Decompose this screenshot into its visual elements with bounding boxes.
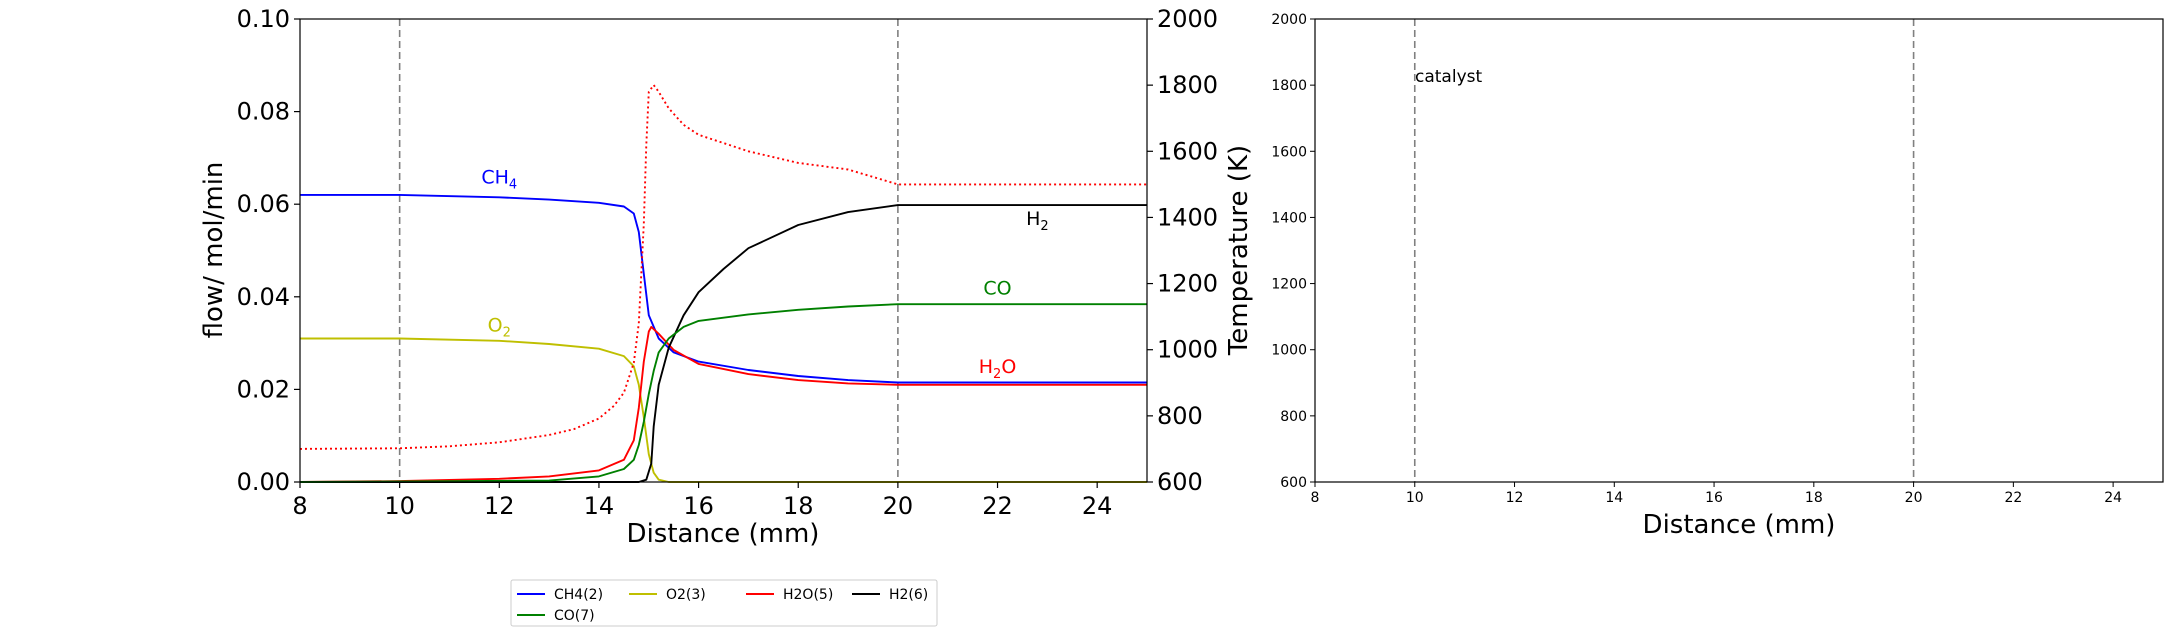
y-tick-label: 1600 — [1271, 144, 1307, 160]
y-tick-label: 600 — [1280, 475, 1307, 491]
x-tick-label: 20 — [1905, 490, 1923, 506]
flow-plot-frame — [299, 18, 1148, 483]
catalyst-x-axis-label: Distance (mm) — [1643, 510, 1836, 540]
y-tick-label: 2000 — [1271, 12, 1307, 28]
catalyst-plot-frame — [1314, 18, 2164, 483]
y2-tick-label: 800 — [1157, 402, 1203, 430]
y-tick-label: 1800 — [1271, 78, 1307, 94]
x-tick-label: 10 — [384, 492, 415, 520]
x-tick-label: 16 — [1705, 490, 1723, 506]
catalyst-annotation: catalyst — [1415, 67, 1482, 87]
y2-tick-label: 600 — [1157, 468, 1203, 496]
x-tick-label: 18 — [1805, 490, 1823, 506]
catalyst-chart: 8 10 12 14 16 18 20 22 24 600 800 1000 1200 1400 1600… — [1271, 12, 2164, 540]
legend: CH4(2) O2(3) H2O(5) H2(6) CO(7) — [510, 579, 938, 627]
temperature-y-axis-label: Temperature (K) — [1224, 145, 1254, 356]
species-label-co: CO — [983, 277, 1011, 299]
species-label-ch4: CH4 — [481, 166, 517, 192]
y2-tick-label: 1000 — [1157, 336, 1218, 364]
x-tick-label: 14 — [584, 492, 615, 520]
y2-tick-label: 1600 — [1157, 137, 1218, 165]
x-tick-label: 22 — [982, 492, 1013, 520]
legend-label-h2o: H2O(5) — [783, 587, 833, 603]
y2-tick-label: 1800 — [1157, 71, 1218, 99]
species-label-h2o: H2O — [979, 356, 1017, 382]
series-line-h2 — [300, 204, 1147, 483]
temperature-line — [299, 84, 1147, 450]
x-tick-label: 12 — [1506, 490, 1524, 506]
x-tick-label: 12 — [484, 492, 515, 520]
y-tick-label: 0.08 — [237, 98, 290, 126]
y2-tick-label: 2000 — [1157, 5, 1218, 33]
series-line-co — [299, 303, 1147, 483]
legend-label-h2: H2(6) — [889, 587, 928, 603]
x-tick-label: 16 — [683, 492, 714, 520]
series-line-o2 — [300, 337, 1147, 483]
series-line-h2o — [299, 325, 1147, 483]
x-tick-label: 8 — [1311, 490, 1320, 506]
y-tick-label: 0.04 — [237, 283, 290, 311]
x-tick-label: 18 — [783, 492, 814, 520]
x-tick-label: 22 — [2004, 490, 2022, 506]
y2-tick-label: 1200 — [1157, 270, 1218, 298]
x-tick-label: 20 — [883, 492, 914, 520]
y-tick-label: 1000 — [1271, 343, 1307, 359]
series-line-ch4 — [300, 193, 1147, 384]
species-label-o2: O2 — [488, 315, 511, 341]
x-tick-label: 24 — [1082, 492, 1113, 520]
x-tick-label: 10 — [1406, 490, 1424, 506]
x-tick-label: 14 — [1605, 490, 1623, 506]
flow-y-axis-label: flow/ mol/min — [199, 162, 229, 339]
legend-label-co: CO(7) — [554, 608, 595, 624]
y-tick-label: 1400 — [1271, 210, 1307, 226]
legend-frame — [510, 579, 938, 627]
flow-chart: 8 10 12 14 16 18 20 22 24 0.00 0.02 0.04 0.06 0.08 0.… — [199, 5, 1254, 549]
species-label-h2: H2 — [1026, 208, 1049, 234]
x-tick-label: 8 — [292, 492, 307, 520]
y2-tick-label: 1400 — [1157, 203, 1218, 231]
y-tick-label: 0.00 — [237, 468, 290, 496]
x-tick-label: 24 — [2104, 490, 2122, 506]
legend-label-ch4: CH4(2) — [554, 587, 603, 603]
y-tick-label: 800 — [1280, 409, 1307, 425]
y-tick-label: 0.02 — [237, 375, 290, 403]
y-tick-label: 0.06 — [237, 190, 290, 218]
legend-label-o2: O2(3) — [666, 587, 706, 603]
y-tick-label: 0.10 — [237, 5, 290, 33]
y-tick-label: 1200 — [1271, 277, 1307, 293]
flow-x-axis-label: Distance (mm) — [627, 519, 820, 549]
